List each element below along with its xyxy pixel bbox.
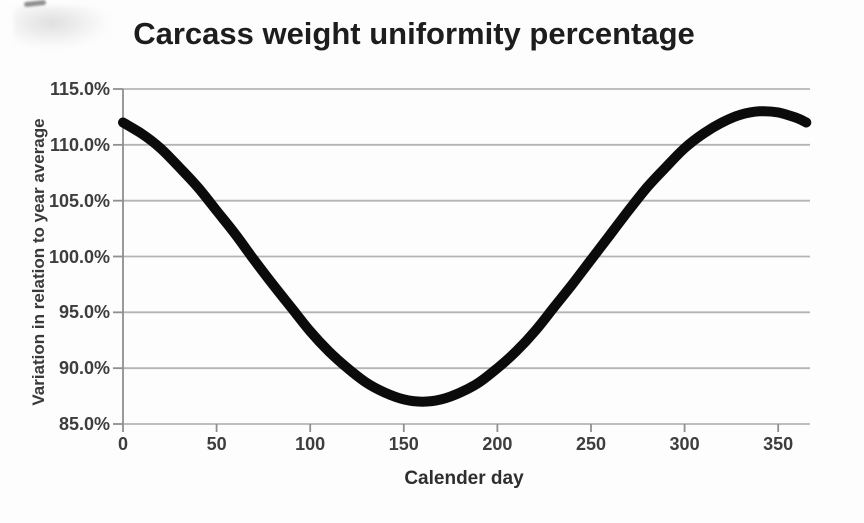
x-tick-label: 350 — [763, 434, 794, 454]
x-tick-label: 300 — [669, 434, 700, 454]
x-tick-label: 200 — [482, 434, 513, 454]
y-tick-label: 100.0% — [48, 246, 110, 267]
series-curve — [118, 106, 812, 407]
scan-smudge — [14, 6, 109, 48]
y-tick-label: 110.0% — [49, 134, 110, 155]
y-tick-label: 105.0% — [48, 190, 110, 211]
x-tick-label: 50 — [206, 434, 227, 454]
y-tick-label: 85.0% — [58, 414, 110, 434]
y-tick-label: 95.0% — [58, 302, 110, 323]
x-tick-label: 100 — [295, 434, 326, 454]
x-tick-label: 150 — [388, 434, 419, 454]
y-tick-label: 115.0% — [49, 79, 110, 99]
x-tick-label: 250 — [575, 434, 606, 454]
chart-title: Carcass weight uniformity percentage — [133, 16, 695, 51]
x-axis-title: Calender day — [404, 468, 524, 489]
x-tick-label: 0 — [117, 434, 128, 454]
y-tick-label: 90.0% — [58, 358, 110, 379]
